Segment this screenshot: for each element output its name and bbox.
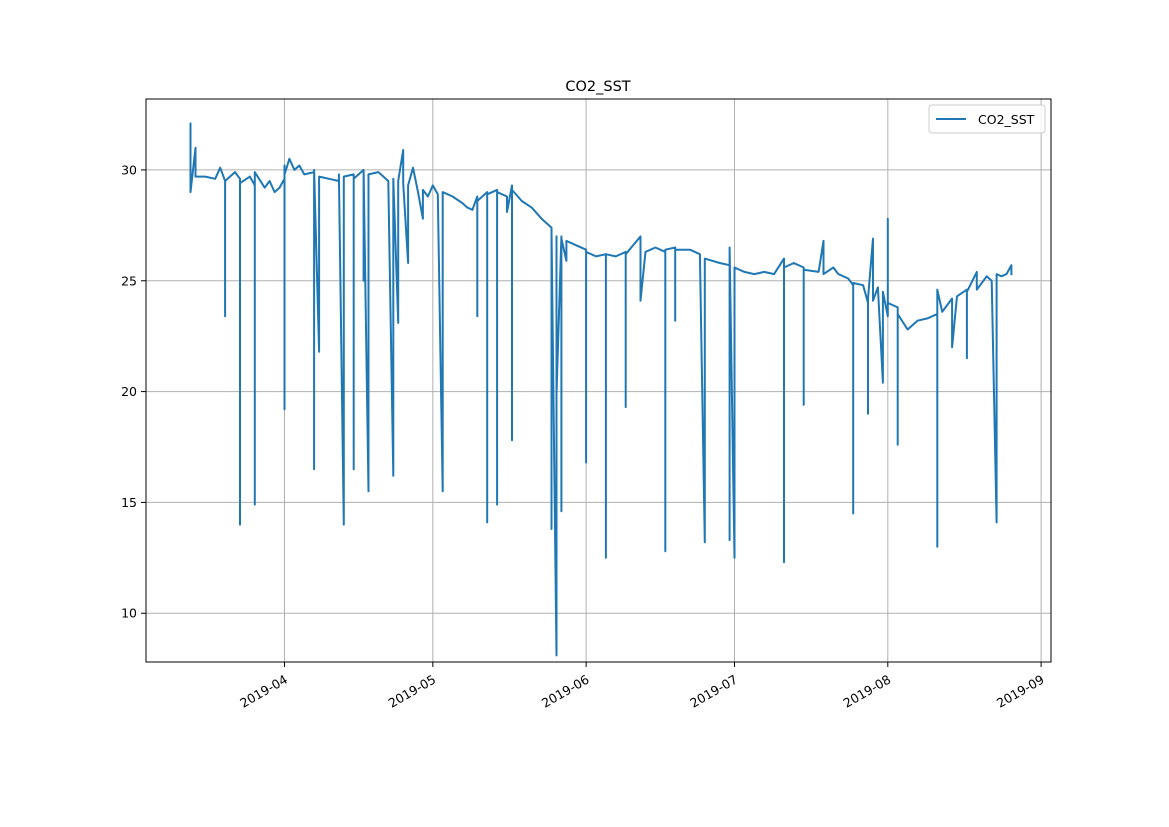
y-tick-label-0: 10 — [121, 606, 137, 621]
legend: CO2_SST — [928, 104, 1046, 134]
legend-label: CO2_SST — [978, 112, 1035, 127]
y-axis: 10 15 20 25 30 — [121, 162, 146, 621]
chart-title: CO2_SST — [565, 79, 630, 95]
y-tick-label-1: 15 — [121, 495, 137, 510]
series-layer — [189, 122, 1013, 657]
plot-frame — [145, 98, 1052, 663]
plot-area — [146, 99, 1051, 662]
y-tick-label-4: 30 — [121, 162, 137, 177]
y-tick-label-2: 20 — [121, 384, 137, 399]
y-tick-label-3: 25 — [121, 273, 137, 288]
series-line-0 — [189, 122, 1013, 657]
legend-box — [928, 104, 1046, 134]
